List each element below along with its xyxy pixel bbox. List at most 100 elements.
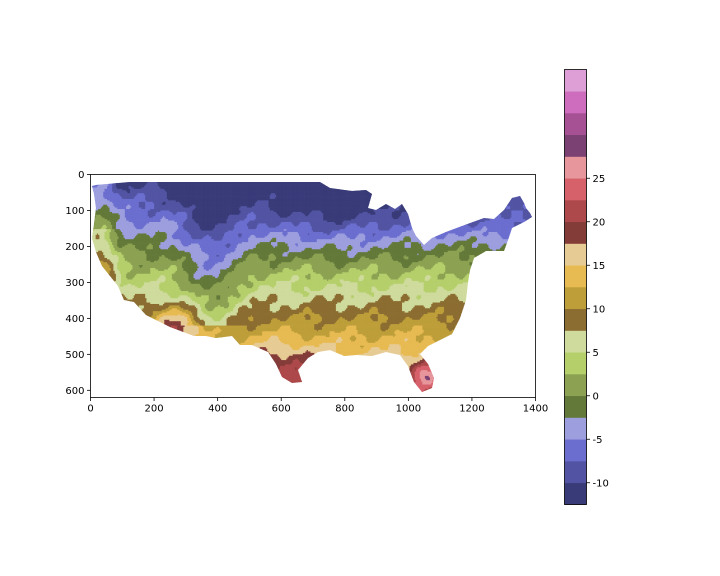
heatmap-cell (409, 200, 412, 203)
heatmap-cell (475, 193, 478, 195)
heatmap-cell (403, 190, 405, 193)
heatmap-cell (340, 187, 343, 190)
heatmap-cell (338, 184, 341, 187)
heatmap-cell (441, 196, 444, 198)
heatmap-cell (437, 200, 440, 203)
heatmap-cell (328, 187, 330, 190)
heatmap-cell (414, 183, 417, 185)
heatmap-cell (441, 184, 444, 187)
heatmap-cell (187, 186, 189, 188)
heatmap-cell (113, 182, 116, 184)
heatmap-cell (477, 184, 479, 187)
heatmap-cell (183, 193, 185, 195)
heatmap-cell (504, 200, 507, 203)
heatmap-cell (405, 182, 408, 184)
heatmap-cell (248, 183, 250, 185)
heatmap-cell (170, 183, 173, 185)
heatmap-cell (146, 194, 149, 197)
heatmap-cell (265, 188, 268, 191)
heatmap-cell (281, 182, 283, 184)
heatmap-cell (95, 187, 98, 190)
heatmap-cell (343, 186, 346, 188)
heatmap-cell (457, 182, 460, 184)
heatmap-cell (463, 182, 465, 184)
heatmap-cell (104, 182, 107, 184)
heatmap-cell (194, 184, 197, 187)
heatmap-cell (217, 188, 220, 191)
heatmap-cell (494, 197, 497, 200)
heatmap-cell (437, 182, 440, 184)
heatmap-cell (159, 182, 161, 184)
heatmap-cell (449, 191, 451, 194)
heatmap-cell (329, 184, 332, 187)
heatmap-cell (323, 188, 325, 191)
heatmap-cell (203, 186, 206, 188)
heatmap-cell (393, 188, 395, 191)
heatmap-cell (377, 184, 380, 187)
heatmap-cell (257, 190, 259, 193)
heatmap-cell (296, 184, 299, 187)
heatmap-cell (414, 191, 417, 194)
heatmap-cell (408, 197, 410, 200)
heatmap-cell (162, 184, 165, 187)
heatmap-cell (213, 193, 216, 195)
heatmap-cell (337, 183, 339, 185)
heatmap-cell (377, 187, 380, 190)
heatmap-cell (110, 186, 113, 188)
heatmap-cell (375, 191, 377, 194)
heatmap-cell (297, 191, 300, 194)
heatmap-cell (94, 182, 96, 184)
heatmap-cell (94, 193, 96, 195)
heatmap-cell (274, 183, 277, 185)
heatmap-cell (446, 194, 449, 197)
heatmap-cell (272, 188, 274, 191)
heatmap-cell (376, 184, 379, 187)
heatmap-cell (259, 187, 262, 190)
heatmap-cell (292, 183, 295, 185)
heatmap-cell (337, 182, 339, 184)
heatmap-cell (136, 193, 138, 195)
heatmap-cell (358, 183, 361, 185)
heatmap-cell (499, 200, 502, 203)
heatmap-cell (107, 190, 109, 193)
heatmap-cell (442, 194, 445, 197)
heatmap-cell (478, 188, 480, 191)
heatmap-cell (398, 194, 400, 197)
heatmap-cell (433, 196, 436, 198)
heatmap-cell (229, 187, 231, 190)
heatmap-cell (443, 200, 446, 203)
heatmap-cell (471, 184, 474, 187)
heatmap-cell (435, 187, 437, 190)
heatmap-cell (457, 198, 460, 201)
heatmap-cell (126, 182, 128, 184)
heatmap-cell (99, 193, 102, 195)
heatmap-cell (499, 183, 502, 185)
heatmap-cell (497, 200, 499, 203)
heatmap-cell (478, 200, 480, 203)
heatmap-cell (140, 193, 142, 195)
heatmap-cell (229, 191, 231, 194)
heatmap-cell (504, 186, 507, 188)
heatmap-cell (290, 193, 292, 195)
heatmap-cell (104, 193, 107, 195)
heatmap-cell (146, 186, 149, 188)
heatmap-cell (208, 187, 211, 190)
heatmap-cell (421, 197, 423, 200)
heatmap-cell (143, 194, 146, 197)
heatmap-cell (285, 190, 287, 193)
heatmap-cell (354, 193, 357, 195)
heatmap-cell (166, 193, 169, 195)
heatmap-cell (428, 182, 431, 184)
heatmap-cell (463, 183, 465, 185)
heatmap-cell (482, 193, 484, 195)
heatmap-cell (216, 190, 218, 193)
heatmap-cell (232, 183, 235, 185)
heatmap-cell (124, 184, 127, 187)
heatmap-cell (127, 194, 129, 197)
heatmap-cell (133, 194, 136, 197)
heatmap-cell (162, 187, 165, 190)
heatmap-cell (241, 183, 244, 185)
heatmap-cell (429, 193, 432, 195)
heatmap-cell (437, 183, 440, 185)
heatmap-cell (501, 183, 503, 185)
